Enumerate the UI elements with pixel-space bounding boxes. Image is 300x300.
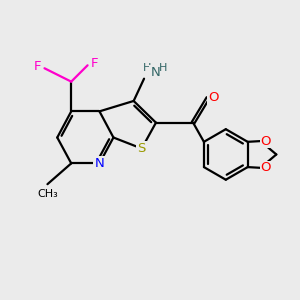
Text: F: F: [90, 57, 98, 70]
Text: O: O: [261, 161, 271, 174]
Text: CH₃: CH₃: [37, 189, 58, 199]
Text: H: H: [159, 63, 168, 73]
Text: O: O: [208, 92, 219, 104]
Text: N: N: [151, 66, 160, 79]
Text: O: O: [261, 135, 271, 148]
Text: F: F: [34, 60, 42, 73]
Text: H: H: [143, 63, 151, 73]
Text: S: S: [137, 142, 146, 155]
Text: N: N: [94, 157, 104, 170]
